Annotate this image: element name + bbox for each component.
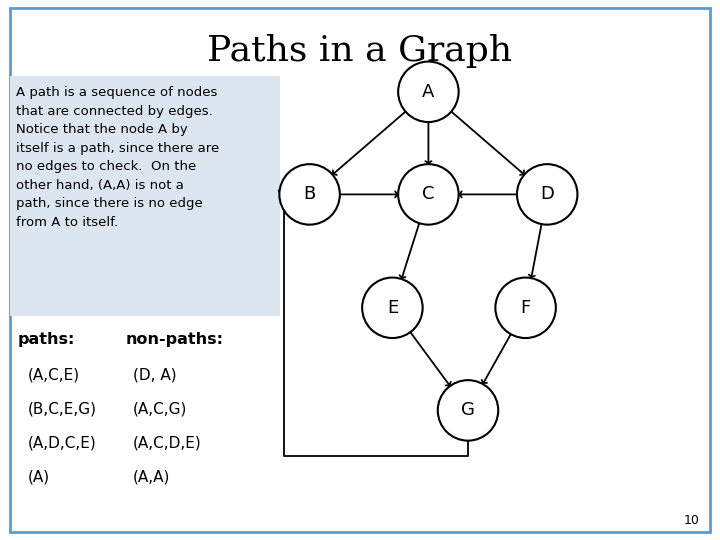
Text: F: F bbox=[521, 299, 531, 317]
Text: D: D bbox=[540, 185, 554, 204]
Ellipse shape bbox=[362, 278, 423, 338]
Text: C: C bbox=[422, 185, 435, 204]
Text: non-paths:: non-paths: bbox=[126, 332, 224, 347]
Text: (A): (A) bbox=[27, 469, 50, 484]
Text: G: G bbox=[461, 401, 475, 420]
Text: (D, A): (D, A) bbox=[133, 367, 177, 382]
Ellipse shape bbox=[398, 164, 459, 225]
Text: (A,C,D,E): (A,C,D,E) bbox=[133, 435, 202, 450]
Text: A: A bbox=[422, 83, 435, 101]
Ellipse shape bbox=[279, 164, 340, 225]
Text: paths:: paths: bbox=[18, 332, 76, 347]
Bar bbox=[10, 76, 280, 316]
Ellipse shape bbox=[517, 164, 577, 225]
Text: (B,C,E,G): (B,C,E,G) bbox=[27, 401, 96, 416]
Text: B: B bbox=[303, 185, 316, 204]
Text: A path is a sequence of nodes
that are connected by edges.
Notice that the node : A path is a sequence of nodes that are c… bbox=[16, 86, 219, 229]
Text: (A,C,G): (A,C,G) bbox=[133, 401, 188, 416]
Text: 10: 10 bbox=[684, 514, 700, 526]
Ellipse shape bbox=[398, 62, 459, 122]
Ellipse shape bbox=[438, 380, 498, 441]
Text: (A,D,C,E): (A,D,C,E) bbox=[27, 435, 96, 450]
Text: (A,C,E): (A,C,E) bbox=[27, 367, 79, 382]
Text: (A,A): (A,A) bbox=[133, 469, 171, 484]
Text: Paths in a Graph: Paths in a Graph bbox=[207, 35, 513, 68]
Ellipse shape bbox=[495, 278, 556, 338]
Text: E: E bbox=[387, 299, 398, 317]
